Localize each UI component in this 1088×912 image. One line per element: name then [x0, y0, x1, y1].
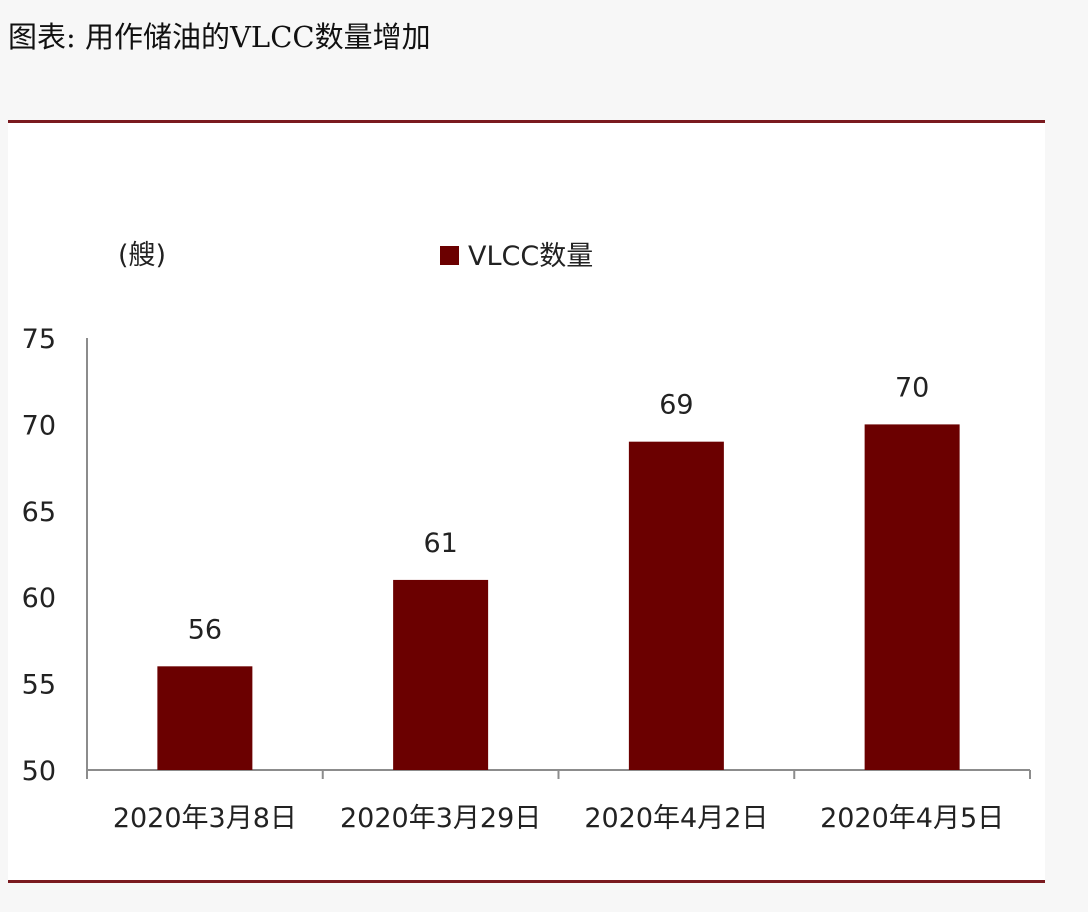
legend-swatch [440, 246, 459, 265]
y-tick-label: 75 [22, 324, 56, 355]
y-tick-label: 70 [22, 410, 56, 441]
bar-value-label: 56 [188, 614, 222, 645]
bar [864, 424, 960, 770]
y-tick-label: 60 [22, 583, 56, 614]
x-category-label: 2020年4月2日 [584, 803, 768, 834]
x-category-label: 2020年3月8日 [113, 803, 297, 834]
bar [628, 441, 724, 770]
y-tick-label: 65 [22, 497, 56, 528]
axes: 50 55 60 65 70 75 2020年3月8日 2020年3月29日 2020年4月2日… [22, 324, 1031, 834]
legend-label: VLCC数量 [468, 241, 593, 272]
bar-value-label: 69 [659, 390, 693, 421]
bar-value-label: 61 [423, 528, 457, 559]
bar [157, 666, 253, 770]
y-tick-label: 55 [22, 670, 56, 701]
bars: 56 61 69 70 [157, 372, 960, 770]
bar-value-label: 70 [895, 372, 929, 403]
chart-title: 图表: 用作储油的VLCC数量增加 [8, 20, 431, 54]
y-tick-label: 50 [22, 756, 56, 787]
x-category-label: 2020年4月5日 [820, 803, 1004, 834]
x-category-label: 2020年3月29日 [340, 803, 541, 834]
y-unit-label: (艘) [118, 240, 166, 271]
bar [393, 579, 489, 770]
